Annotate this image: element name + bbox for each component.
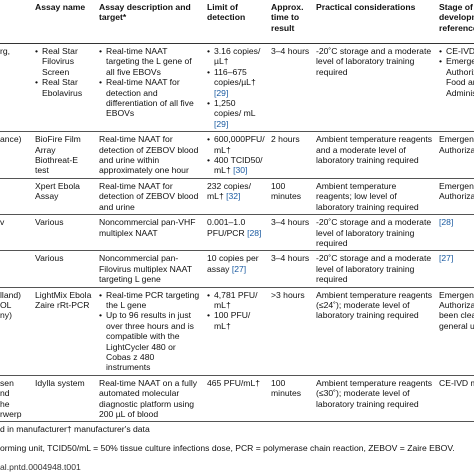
assay-description-cell: Real-time NAAT for detection of ZEBOV bl… bbox=[96, 178, 204, 216]
assay-name-cell: BioFire Film Array Biothreat-E test bbox=[32, 131, 96, 179]
practical-considerations-cell: -20˚C storage and a moderate level of la… bbox=[313, 214, 436, 252]
column-header bbox=[0, 0, 32, 44]
table-row: sen nd he rwerp Idylla system Real-time NAAT … bbox=[0, 375, 474, 423]
practical-considerations-cell: -20˚C storage and a moderate level of la… bbox=[313, 43, 436, 133]
reference-link[interactable]: [29] bbox=[214, 87, 229, 98]
reference-link[interactable]: [28] bbox=[247, 227, 262, 238]
practical-considerations-cell: Ambient temperature reagents (≤24˚); mod… bbox=[313, 287, 436, 376]
bullet-item: 600,000PFU/ mL† bbox=[207, 134, 265, 155]
assay-name-cell: Various bbox=[32, 250, 96, 288]
reference-link[interactable]: [27] bbox=[231, 263, 247, 274]
reference-link[interactable]: [27] bbox=[439, 253, 454, 264]
bullet-item: 100 PFU/ mL† bbox=[207, 310, 265, 331]
practical-considerations-cell: Ambient temperature reagents; low level … bbox=[313, 178, 436, 216]
truncated-first-cell: sen nd he rwerp bbox=[0, 375, 32, 423]
footnote-2: orming unit, TCID50/mL = 50% tissue cult… bbox=[0, 443, 455, 453]
bullet-item: Real-time NAAT for detection and differe… bbox=[99, 77, 201, 119]
table-header: Assay name Assay description and target* L… bbox=[0, 0, 474, 44]
assay-name-cell: Real Star Filovirus ScreenReal Star Ebol… bbox=[32, 43, 96, 133]
bullet-item: 3.16 copies/ µL† bbox=[207, 46, 265, 67]
truncated-first-cell: ance) bbox=[0, 131, 32, 179]
column-header: Assay name bbox=[32, 0, 96, 44]
time-to-result-cell: >3 hours bbox=[268, 287, 313, 376]
truncated-first-cell: rg, bbox=[0, 43, 32, 133]
stage-of-development-cell: Emergency U Authorization not been clear… bbox=[436, 287, 474, 376]
bullet-item: Up to 96 results in just over three hour… bbox=[99, 310, 201, 372]
footnote-doi: al.pntd.0004948.t001 bbox=[0, 462, 81, 472]
table-row: rg,Real Star Filovirus ScreenReal Star E… bbox=[0, 43, 474, 133]
limit-of-detection-cell: 3.16 copies/ µL†116–675 copies/µL† [29]1… bbox=[204, 43, 268, 133]
column-header: Limit of detection bbox=[204, 0, 268, 44]
limit-of-detection-cell: 4,781 PFU/ mL†100 PFU/ mL† bbox=[204, 287, 268, 376]
stage-of-development-cell: Emergency U Authorization bbox=[436, 131, 474, 179]
stage-of-development-cell: [28] bbox=[436, 214, 474, 252]
assay-description-cell: Real-time NAAT targeting the L gene of a… bbox=[96, 43, 204, 133]
truncated-first-cell: v bbox=[0, 214, 32, 252]
assay-description-cell: Real-time NAAT for detection of ZEBOV bl… bbox=[96, 131, 204, 179]
time-to-result-cell: 3–4 hours bbox=[268, 250, 313, 288]
footnote-1: d in manufacturer† manufacturer's data bbox=[0, 424, 150, 434]
assay-description-cell: Noncommercial pan-VHF multiplex NAAT bbox=[96, 214, 204, 252]
table-row: Various Noncommercial pan-Filovirus multi… bbox=[0, 250, 474, 288]
limit-of-detection-cell: 10 copies per assay [27] bbox=[204, 250, 268, 288]
reference-link[interactable]: [28] bbox=[439, 217, 454, 228]
time-to-result-cell: 100 minutes bbox=[268, 375, 313, 423]
limit-of-detection-cell: 465 PFU/mL† bbox=[204, 375, 268, 423]
bullet-item: 4,781 PFU/ mL† bbox=[207, 290, 265, 311]
stage-of-development-cell: CE-IVD markeEmergency U Authorization Fo… bbox=[436, 43, 474, 133]
stage-of-development-cell: [27] bbox=[436, 250, 474, 288]
practical-considerations-cell: -20˚C storage and a moderate level of la… bbox=[313, 250, 436, 288]
truncated-first-cell: lland) OL ny) bbox=[0, 287, 32, 376]
practical-considerations-cell: Ambient temperature reagents and a moder… bbox=[313, 131, 436, 179]
reference-link[interactable]: [30] bbox=[233, 165, 248, 176]
time-to-result-cell: 100 minutes bbox=[268, 178, 313, 216]
time-to-result-cell: 3–4 hours bbox=[268, 214, 313, 252]
stage-of-development-cell: Emergency U Authorization bbox=[436, 178, 474, 216]
table-row: Xpert Ebola Assay Real-time NAAT for dete… bbox=[0, 178, 474, 216]
bullet-item: Real Star Ebolavirus bbox=[35, 77, 93, 98]
truncated-first-cell bbox=[0, 178, 32, 216]
time-to-result-cell: 3–4 hours bbox=[268, 43, 313, 133]
bullet-item: Real-time PCR targeting the L gene bbox=[99, 290, 201, 311]
assay-description-cell: Real-time NAAT on a fully automated mole… bbox=[96, 375, 204, 423]
bullet-item: CE-IVD marke bbox=[439, 46, 474, 57]
table-row: v Various Noncommercial pan-VHF multiplex … bbox=[0, 214, 474, 252]
assay-name-cell: LightMix Ebola Zaire rRt-PCR bbox=[32, 287, 96, 376]
table-body: rg,Real Star Filovirus ScreenReal Star E… bbox=[0, 43, 474, 423]
bullet-item: 400 TCID50/ mL† [30] bbox=[207, 155, 265, 176]
bullet-item: 116–675 copies/µL† [29] bbox=[207, 67, 265, 98]
truncated-first-cell bbox=[0, 250, 32, 288]
limit-of-detection-cell: 0.001–1.0 PFU/PCR [28] bbox=[204, 214, 268, 252]
column-header: Assay description and target* bbox=[96, 0, 204, 44]
assay-table: Assay name Assay description and target* L… bbox=[0, 0, 474, 422]
stage-of-development-cell: CE-IVD marke bbox=[436, 375, 474, 423]
limit-of-detection-cell: 232 copies/ mL† [32] bbox=[204, 178, 268, 216]
assay-name-cell: Xpert Ebola Assay bbox=[32, 178, 96, 216]
bullet-item: Emergency U Authorization Food and Drug … bbox=[439, 56, 474, 98]
limit-of-detection-cell: 600,000PFU/ mL†400 TCID50/ mL† [30] bbox=[204, 131, 268, 179]
practical-considerations-cell: Ambient temperature reagents (≤30˚); mod… bbox=[313, 375, 436, 423]
bullet-item: Real-time NAAT targeting the L gene of a… bbox=[99, 46, 201, 77]
bullet-item: Real Star Filovirus Screen bbox=[35, 46, 93, 77]
reference-link[interactable]: [29] bbox=[214, 118, 229, 129]
assay-name-cell: Various bbox=[32, 214, 96, 252]
column-header: Stage of development reference bbox=[436, 0, 474, 44]
column-header: Approx. time to result bbox=[268, 0, 313, 44]
assay-name-cell: Idylla system bbox=[32, 375, 96, 423]
table-row: ance) BioFire Film Array Biothreat-E test… bbox=[0, 131, 474, 179]
column-header: Practical considerations bbox=[313, 0, 436, 44]
assay-description-cell: Noncommercial pan-Filovirus multiplex NA… bbox=[96, 250, 204, 288]
assay-description-cell: Real-time PCR targeting the L geneUp to … bbox=[96, 287, 204, 376]
bullet-item: 1,250 copies/ mL [29] bbox=[207, 98, 265, 129]
reference-link[interactable]: [32] bbox=[226, 191, 241, 202]
time-to-result-cell: 2 hours bbox=[268, 131, 313, 179]
